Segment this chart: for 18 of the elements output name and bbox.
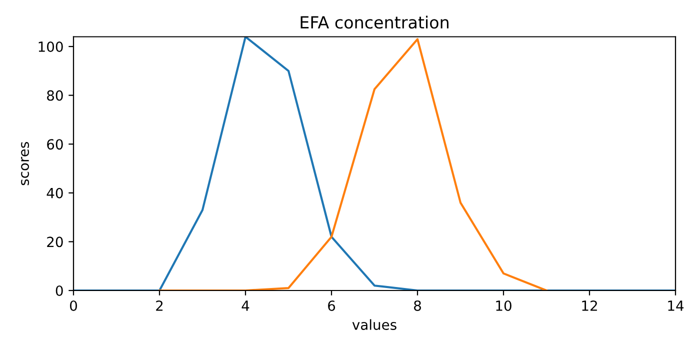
x-tick-label: 12 xyxy=(582,300,597,311)
y-tick-label: 40 xyxy=(46,188,63,198)
x-tick-label: 6 xyxy=(328,300,336,311)
x-tick-label: 10 xyxy=(496,300,512,311)
chart-title: EFA concentration xyxy=(300,16,448,29)
x-tick-label: 0 xyxy=(70,300,77,311)
x-tick-label: 8 xyxy=(414,300,421,311)
x-tick-label: 14 xyxy=(668,300,684,311)
y-tick-label: 100 xyxy=(38,41,63,52)
y-axis-title: scores xyxy=(21,142,30,186)
y-tick-label: 60 xyxy=(47,139,63,150)
x-axis-title: values xyxy=(352,319,396,330)
x-tick-label: 4 xyxy=(242,300,250,311)
y-tick-label: 20 xyxy=(47,236,63,248)
line-series xyxy=(158,38,548,290)
x-tick-label: 2 xyxy=(156,300,163,311)
y-tick-label: 0 xyxy=(56,285,63,296)
y-tick-label: 80 xyxy=(47,90,63,101)
